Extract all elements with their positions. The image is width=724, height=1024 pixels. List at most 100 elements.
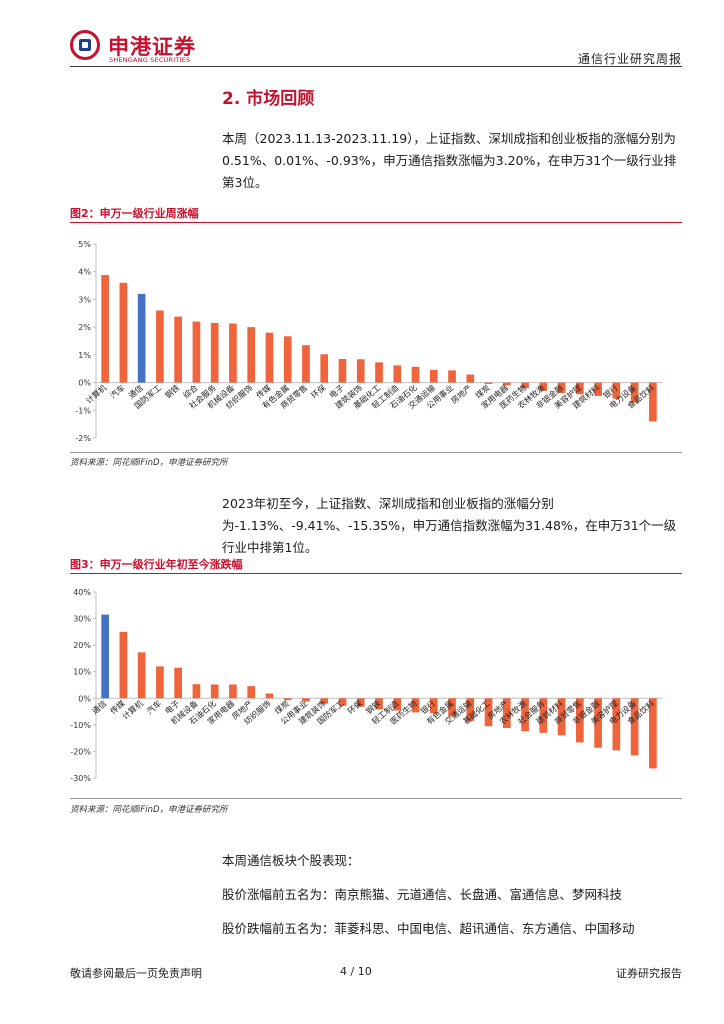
bar [649,382,657,422]
bar [502,382,511,386]
stock-performance-intro: 本周通信板块个股表现： [222,853,360,868]
category-label: 房地产 [449,382,474,405]
bar [320,698,329,704]
bar [192,684,201,699]
y-tick-label: 40% [73,588,91,597]
category-label: 钢铁 [163,382,182,400]
bar [156,666,164,699]
y-tick-label: 10% [73,668,91,677]
category-label: 通信 [90,698,109,716]
bar [174,667,182,699]
bar [101,275,109,383]
bar [448,698,456,717]
bar [229,684,237,699]
company-logo-name: 申港证券 [108,35,196,59]
bar [302,698,310,702]
bar [630,382,639,403]
bar [210,322,219,383]
figure2-source: 资料来源：同花顺iFinD，申港证券研究所 [70,458,228,468]
bar [137,652,146,699]
bar [466,374,475,383]
y-tick-label: 0% [78,379,91,388]
category-label: 环保 [309,382,328,400]
bar [375,698,383,710]
bar [119,631,128,699]
bar [156,310,164,383]
bar [247,686,256,699]
figure3-top-rule [70,573,682,574]
bar [338,359,347,383]
bar [521,382,529,389]
bar [283,698,292,701]
header-divider [70,66,682,67]
bar [576,382,584,395]
bar [557,382,566,394]
top-gainers-line: 股价涨幅前五名为：南京熊猫、元道通信、长盘通、富通信息、梦网科技 [222,887,623,902]
category-label: 计算机 [120,698,145,721]
y-tick-label: 4% [78,268,91,277]
bar [265,693,274,699]
bar [247,327,256,383]
bar [338,698,347,706]
company-logo-english: SHENGANG SECURITIES [109,56,191,64]
y-tick-label: 0% [78,694,91,703]
bar [612,698,621,751]
bar [466,698,475,721]
bar [484,382,493,384]
bar [174,316,182,383]
y-tick-label: 30% [73,615,91,624]
bar [594,382,602,396]
y-tick-label: 2% [78,323,91,332]
bar [192,321,201,383]
bar [594,698,602,748]
y-tick-label: -2% [75,434,91,443]
bar [283,336,292,383]
company-logo-icon [70,30,100,60]
page-number: 4 / 10 [340,965,372,978]
bar [429,369,438,383]
bar [502,698,511,729]
figure2-top-rule [70,222,682,223]
bar [356,359,365,383]
bar [229,323,237,383]
bar [411,698,420,713]
bar [320,354,329,383]
bar [539,382,548,391]
footer-doc-type: 证券研究报告 [616,967,682,980]
bar [557,698,566,736]
bar [576,698,584,743]
y-tick-label: 3% [78,295,91,304]
top-losers-line: 股价跌幅前五名为：菲菱科思、中国电信、超讯通信、东方通信、中国移动 [222,921,635,936]
figure3-title: 图3：申万一级行业年初至今涨跌幅 [70,558,243,571]
section-title: 2. 市场回顾 [222,89,315,109]
bar [393,365,402,383]
bar [101,614,109,699]
figure2-bottom-rule [70,452,682,453]
bar [265,332,274,383]
bar [539,698,548,733]
bar [448,370,456,383]
bar [429,698,438,714]
figure3-bottom-rule [70,798,682,799]
bar [137,293,146,383]
bar [612,382,621,399]
category-label: 汽车 [145,698,164,716]
y-tick-label: -30% [70,774,91,783]
bar [302,345,310,383]
y-tick-label: -10% [70,721,91,730]
bar [119,282,128,383]
y-tick-label: -20% [70,747,91,756]
bar [630,698,639,756]
ytd-summary-paragraph: 2023年初至今，上证指数、深圳成指和创业板指的涨幅分别为-1.13%、-9.4… [222,496,677,555]
footer-disclaimer: 敬请参阅最后一页免责声明 [70,967,202,980]
bar [375,362,383,383]
bar [356,698,365,707]
figure2-title: 图2：申万一级行业周涨幅 [70,207,199,220]
bar [649,698,657,769]
report-type: 通信行业研究周报 [577,52,682,66]
y-tick-label: 5% [78,240,91,249]
y-tick-label: 1% [78,351,91,360]
weekly-summary-paragraph: 本周（2023.11.13-2023.11.19），上证指数、深圳成指和创业板指… [222,131,677,190]
